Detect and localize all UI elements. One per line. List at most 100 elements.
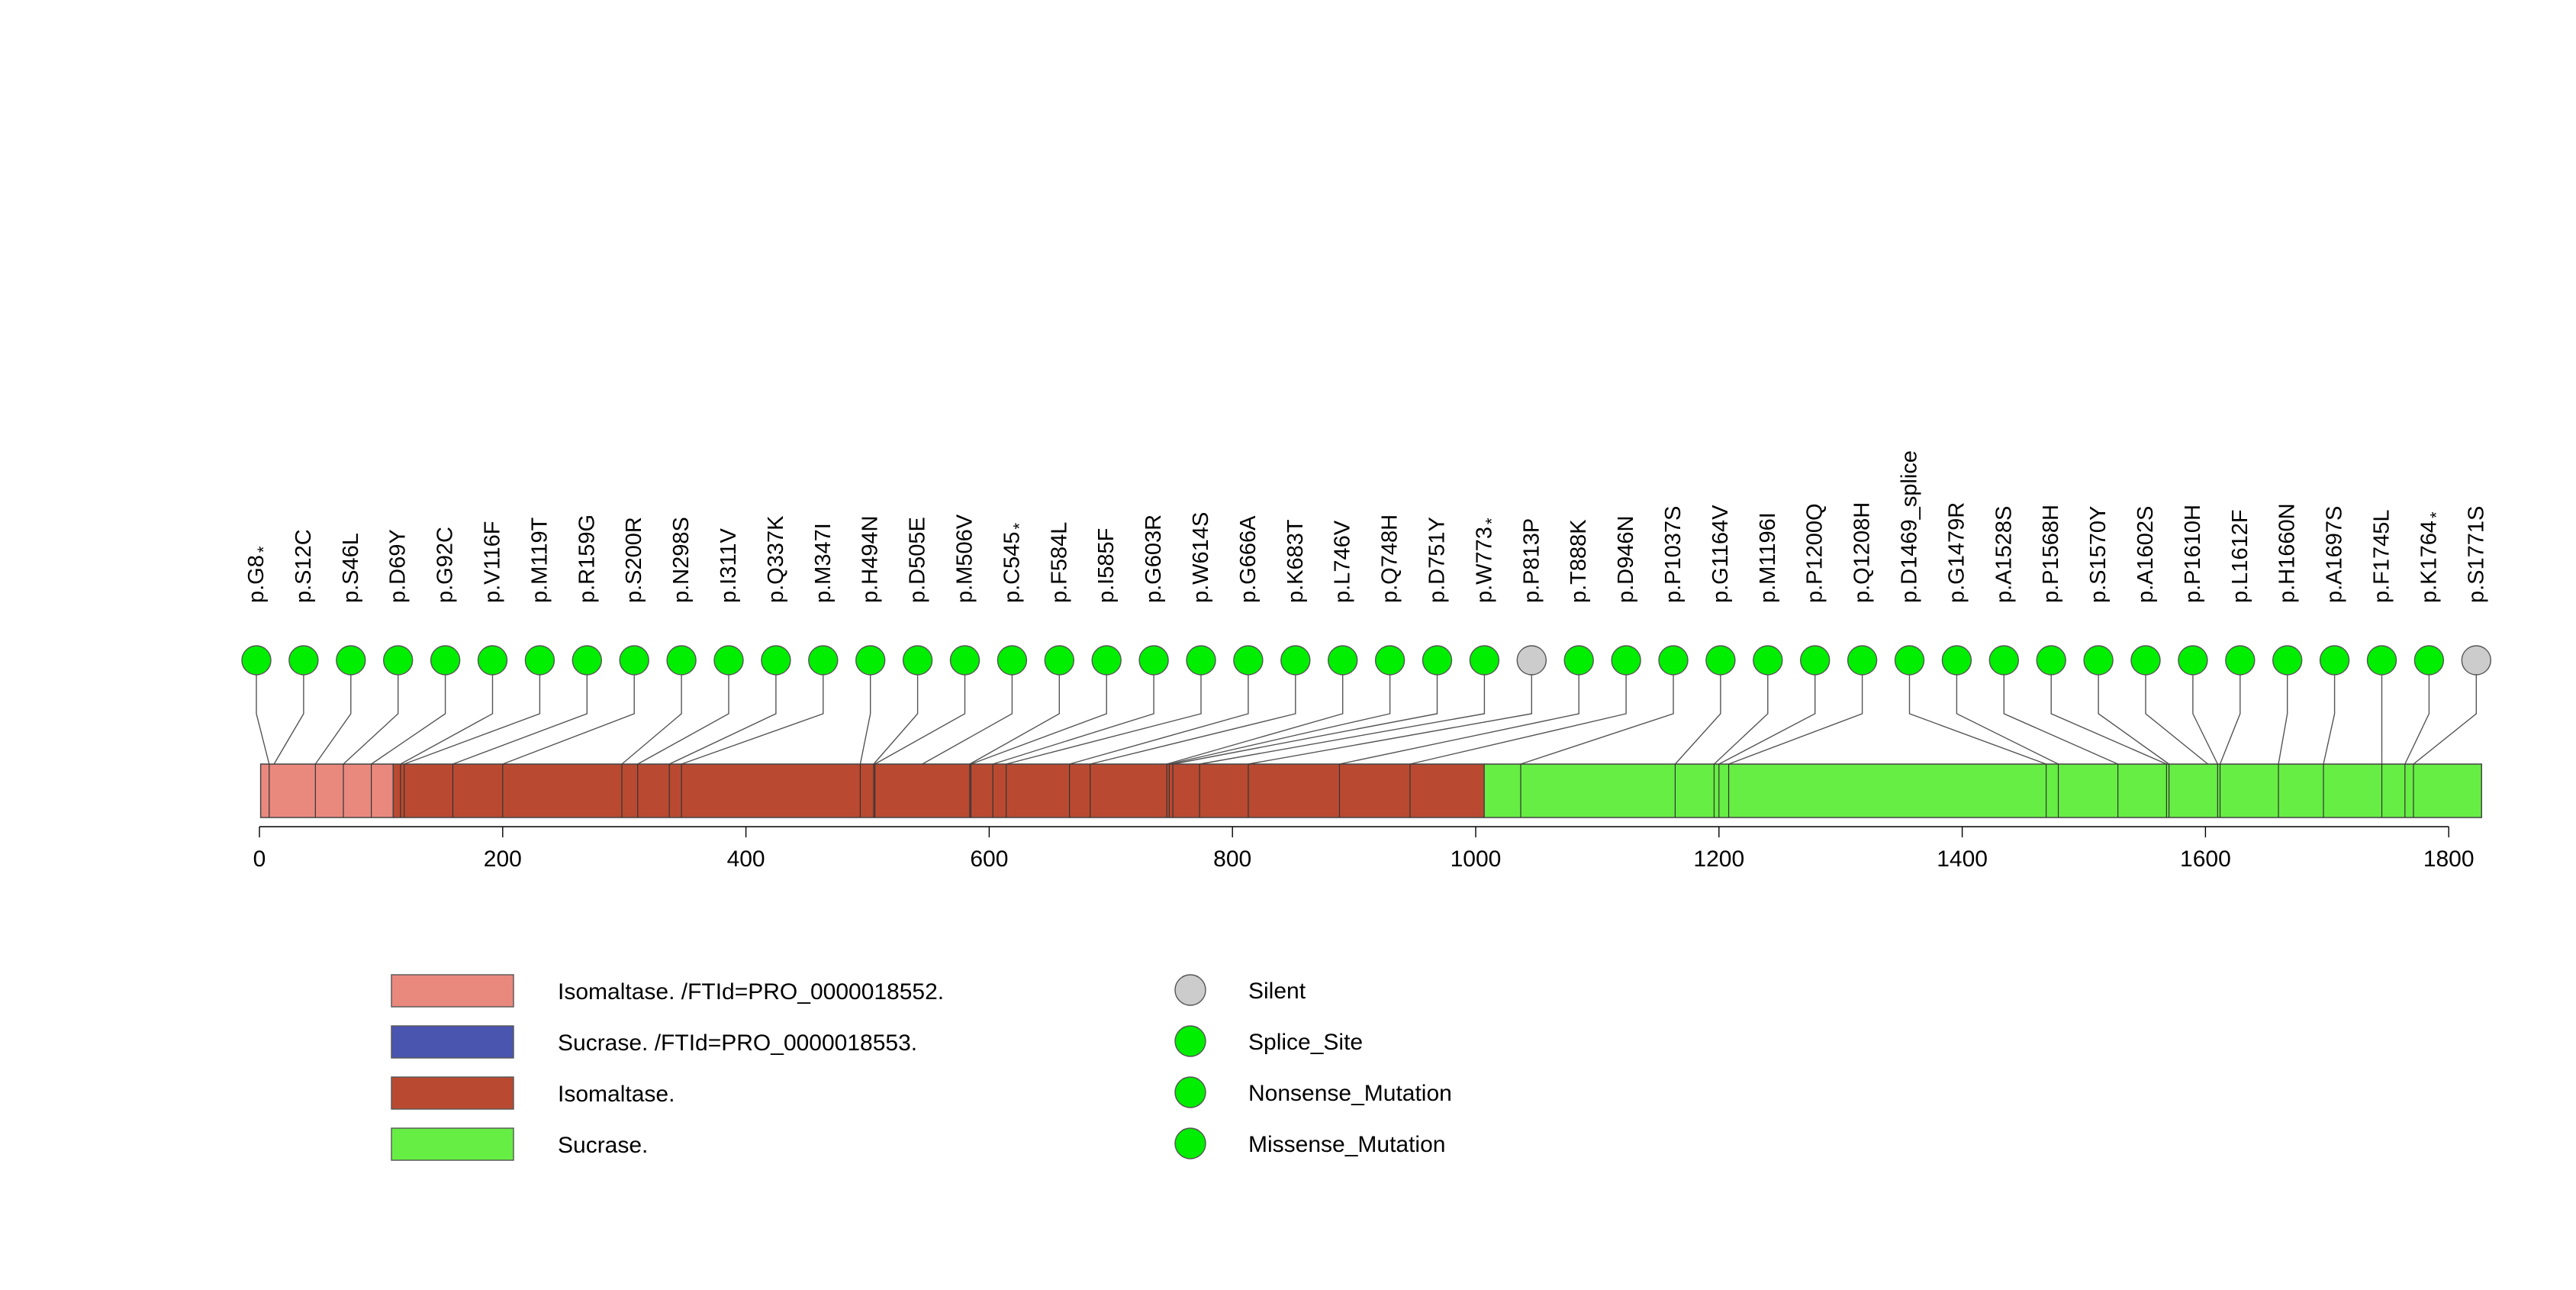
- legend-mutation-marker: [1174, 1127, 1206, 1159]
- mutation-label: p.C545*: [1000, 522, 1029, 603]
- mutation-label: p.I311V: [716, 528, 741, 603]
- connector-line: [1248, 660, 1533, 765]
- legend-domain-swatch: [391, 974, 514, 1008]
- lollipop-head: [2083, 645, 2114, 676]
- connector-line: [1713, 660, 1769, 765]
- lollipop-head: [477, 645, 508, 676]
- mutation-label: p.L746V: [1331, 520, 1355, 603]
- legend-mutation-label: Silent: [1248, 979, 1306, 1004]
- mutation-label: p.G1479R: [1944, 502, 1969, 603]
- mutation-label: p.S1570Y: [2086, 506, 2111, 603]
- connector-line: [2192, 660, 2218, 765]
- mutation-label: p.D505E: [906, 517, 930, 603]
- x-axis: 0 200 400 600 800 1000 1200 1400 1600 1800: [253, 826, 2475, 872]
- legend-domain-label: Isomaltase. /FTId=PRO_0000018552.: [558, 979, 944, 1005]
- domain-boundary-lines: [269, 764, 2414, 818]
- lollipop-head: [1138, 645, 1169, 676]
- x-tick-label: 400: [727, 847, 765, 872]
- x-tick-label: 200: [484, 847, 522, 872]
- connector-line: [400, 660, 494, 765]
- mutation-label: p.A1602S: [2133, 506, 2158, 603]
- connector-line: [969, 660, 1061, 765]
- lollipop-head: [1044, 645, 1075, 676]
- lollipop-head: [855, 645, 886, 676]
- connector-line: [1090, 660, 1296, 765]
- lollipop-head: [2225, 645, 2256, 676]
- mutation-label: p.P1037S: [1661, 506, 1686, 603]
- lollipop-head: [2413, 645, 2445, 676]
- mutation-label: p.D1469_splice: [1898, 450, 1922, 603]
- x-tick-label: 1600: [2180, 847, 2231, 872]
- connector-line: [1728, 660, 1863, 765]
- lollipop-head: [902, 645, 933, 676]
- x-tick-label: 800: [1213, 847, 1251, 872]
- mutation-label: p.G666A: [1236, 515, 1261, 603]
- connector-line: [1520, 660, 1674, 765]
- lollipop-head: [2319, 645, 2350, 676]
- legend-mutations: Silent Splice_Site Nonsense_Mutation Missen…: [1174, 974, 1452, 1159]
- domain-block-3: [1483, 763, 2482, 818]
- mutation-label: p.M347I: [811, 523, 836, 603]
- x-tick-label: 0: [253, 847, 266, 872]
- protein-bar: [259, 763, 2482, 818]
- mutation-label: p.D751Y: [1425, 517, 1450, 603]
- legend-mutation-label: Missense_Mutation: [1248, 1132, 1445, 1157]
- legend-domain-swatch: [391, 1025, 514, 1059]
- connector-line: [404, 660, 541, 765]
- connector-line: [2413, 660, 2478, 765]
- connector-line: [1409, 660, 1627, 765]
- legend-mutation-marker: [1174, 1025, 1206, 1057]
- mutation-label: p.S12C: [291, 529, 316, 603]
- domain-block-0: [259, 763, 394, 818]
- lollipop-head: [288, 645, 319, 676]
- lollipop-head: [1422, 645, 1453, 676]
- connector-line: [2145, 660, 2209, 765]
- lollipop-head: [524, 645, 555, 676]
- legend-mutation-marker: [1174, 974, 1206, 1006]
- mutation-label: p.G92C: [433, 527, 458, 603]
- lollipop-head: [1233, 645, 1264, 676]
- lollipop-head: [2272, 645, 2303, 676]
- connector-line: [992, 660, 1154, 765]
- lollipop-head: [1186, 645, 1216, 676]
- lollipop-head: [2366, 645, 2397, 676]
- lollipop-head: [430, 645, 461, 676]
- lollipop-head: [1563, 645, 1594, 676]
- connector-line: [1006, 660, 1202, 765]
- x-tick-label: 1200: [1693, 847, 1744, 872]
- legend-domain-label: Sucrase. /FTId=PRO_0000018553.: [558, 1030, 917, 1056]
- x-tick-label: 1400: [1937, 847, 1988, 872]
- lollipop-head: [619, 645, 649, 676]
- mutation-label: p.Q1208H: [1850, 502, 1875, 603]
- mutation-label: p.M1196I: [1756, 512, 1780, 603]
- connector-line: [621, 660, 682, 765]
- lollipop-head: [2178, 645, 2208, 676]
- lollipop-head: [336, 645, 366, 676]
- mutation-label: p.G603R: [1141, 514, 1166, 603]
- lollipop-head: [2461, 645, 2492, 676]
- lollipop-head: [1799, 645, 1831, 676]
- mutation-label: p.A1528S: [1992, 506, 2016, 603]
- domain-block-2: [392, 763, 1485, 818]
- connector-line: [1908, 660, 2046, 765]
- connector-line: [256, 660, 270, 765]
- connector-line: [371, 660, 446, 765]
- lollipop-head: [241, 645, 272, 676]
- lollipop-head: [666, 645, 697, 676]
- lollipop-head: [2036, 645, 2066, 676]
- mutation-label: p.F584L: [1047, 522, 1071, 603]
- mutation-label: p.L1612F: [2228, 509, 2252, 603]
- connector-line: [2323, 660, 2336, 765]
- lollipop-head: [808, 645, 839, 676]
- connector-line: [1674, 660, 1721, 765]
- connector-line: [1169, 660, 1391, 765]
- lollipop-head: [1611, 645, 1641, 676]
- mutation-label: p.G8*: [244, 546, 273, 603]
- lollipop-head: [1091, 645, 1122, 676]
- connector-line: [452, 660, 588, 765]
- x-tick-label: 1800: [2423, 847, 2475, 872]
- mutation-label-star: *: [1009, 522, 1029, 529]
- connector-line: [874, 660, 966, 765]
- connector-line: [1956, 660, 2059, 765]
- connector-line: [2404, 660, 2430, 765]
